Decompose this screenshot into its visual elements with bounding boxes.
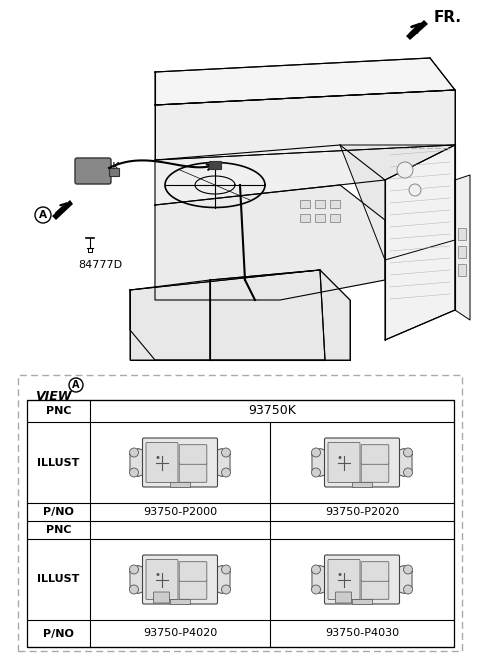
Bar [27,400,454,647]
Text: PNC: PNC [46,525,71,535]
Text: 93750-P2020: 93750-P2020 [325,507,399,517]
FancyBboxPatch shape [336,592,351,603]
Text: A: A [39,210,47,220]
Circle shape [338,573,341,576]
FancyBboxPatch shape [143,438,217,487]
Text: VIEW: VIEW [35,390,72,403]
Bar [352,598,372,604]
Circle shape [312,448,321,457]
Text: 93750-P2000: 93750-P2000 [143,507,217,517]
Bar [315,214,325,222]
Circle shape [221,468,230,477]
FancyBboxPatch shape [328,443,360,483]
Circle shape [221,585,230,594]
Circle shape [312,585,321,594]
Bar [315,200,325,208]
Text: ILLUST: ILLUST [37,575,80,584]
Circle shape [221,565,230,574]
FancyBboxPatch shape [179,445,207,464]
Bar [458,264,466,276]
Circle shape [221,448,230,457]
Polygon shape [455,175,470,320]
Polygon shape [216,565,230,594]
Bar [170,598,190,604]
Circle shape [130,448,139,457]
FancyBboxPatch shape [146,560,178,600]
Circle shape [404,585,412,594]
Polygon shape [216,449,230,476]
Text: 93750-P4020: 93750-P4020 [143,628,217,638]
Circle shape [404,565,412,574]
Text: P/NO: P/NO [43,628,74,638]
Polygon shape [312,449,326,476]
Circle shape [156,573,159,576]
FancyBboxPatch shape [179,462,207,482]
Bar [458,228,466,240]
FancyBboxPatch shape [154,592,169,603]
Circle shape [404,448,412,457]
Bar [330,200,340,208]
FancyBboxPatch shape [324,438,399,487]
Bar [300,200,310,208]
Bar [18,375,462,651]
Polygon shape [406,20,428,40]
Text: FR.: FR. [434,10,462,25]
Circle shape [338,456,341,459]
Polygon shape [398,565,412,594]
Polygon shape [155,145,385,205]
Text: A: A [72,380,80,390]
FancyBboxPatch shape [361,445,389,464]
Circle shape [35,207,51,223]
FancyBboxPatch shape [328,560,360,600]
Polygon shape [385,145,455,340]
FancyBboxPatch shape [324,555,399,604]
Circle shape [130,565,139,574]
Text: ILLUST: ILLUST [37,457,80,468]
Circle shape [156,456,159,459]
Text: 84777D: 84777D [78,260,122,270]
Text: 93750K: 93750K [77,162,120,172]
FancyBboxPatch shape [146,443,178,483]
Circle shape [404,468,412,477]
Polygon shape [130,270,350,360]
Circle shape [69,378,83,392]
Bar [209,161,221,169]
FancyBboxPatch shape [179,562,207,581]
Polygon shape [130,565,144,594]
Polygon shape [155,58,455,105]
FancyBboxPatch shape [361,580,389,600]
FancyBboxPatch shape [75,158,111,184]
Circle shape [397,162,413,178]
Polygon shape [130,280,210,360]
Bar [170,482,190,487]
Text: P/NO: P/NO [43,507,74,517]
Polygon shape [155,185,385,300]
Text: 93750-P4030: 93750-P4030 [325,628,399,638]
Bar [109,168,119,176]
Text: 93750K: 93750K [248,405,296,417]
FancyBboxPatch shape [179,580,207,600]
Circle shape [130,585,139,594]
Bar [352,482,372,487]
Bar [330,214,340,222]
Polygon shape [210,270,325,360]
FancyBboxPatch shape [361,562,389,581]
Polygon shape [130,449,144,476]
FancyBboxPatch shape [143,555,217,604]
Circle shape [312,468,321,477]
FancyBboxPatch shape [361,462,389,482]
Circle shape [312,565,321,574]
Circle shape [409,184,421,196]
Polygon shape [340,145,455,260]
Polygon shape [398,449,412,476]
Polygon shape [312,565,326,594]
Bar [458,246,466,258]
Polygon shape [155,90,455,160]
Polygon shape [52,200,73,220]
Bar [300,214,310,222]
Circle shape [130,468,139,477]
Text: PNC: PNC [46,406,71,416]
